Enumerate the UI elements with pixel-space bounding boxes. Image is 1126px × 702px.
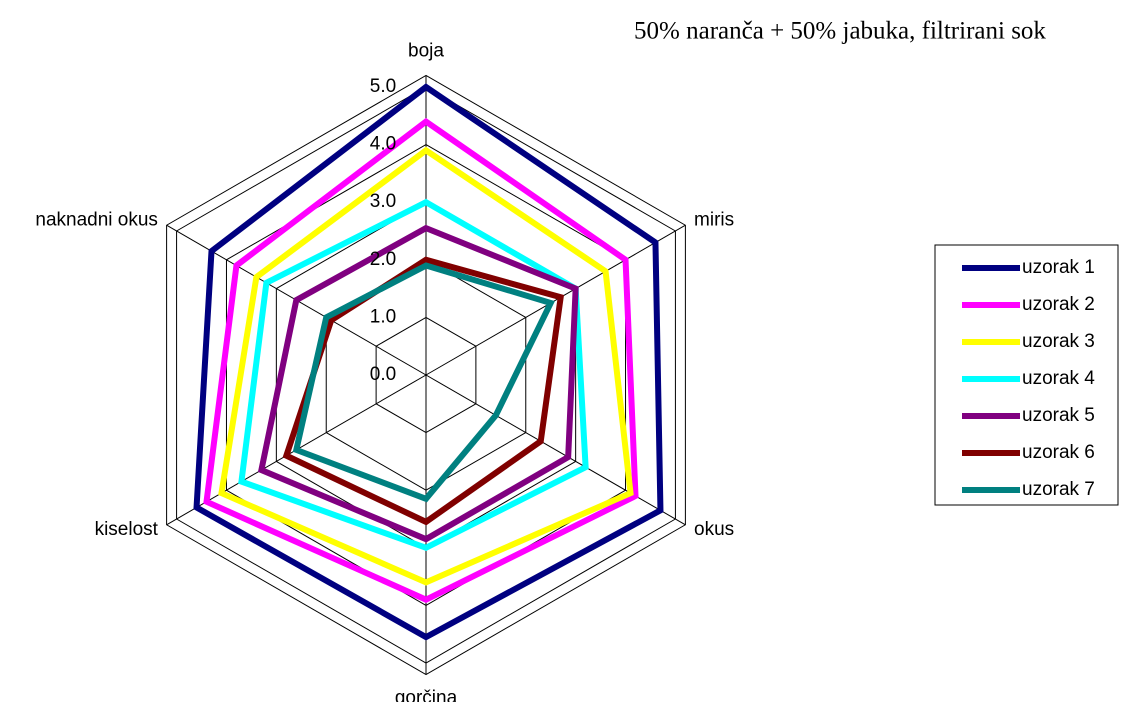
- legend-label: uzorak 6: [1022, 442, 1095, 463]
- series-line: [282, 256, 565, 526]
- axis-spoke: [425, 374, 686, 526]
- series-line: [193, 83, 664, 641]
- category-label: gorčina: [395, 688, 458, 702]
- series-line: [257, 224, 579, 543]
- legend-label: uzorak 4: [1022, 368, 1095, 389]
- category-label: okus: [694, 519, 734, 540]
- category-label: miris: [694, 209, 734, 230]
- legend-label: uzorak 5: [1022, 405, 1095, 426]
- series-line: [203, 117, 639, 603]
- legend-box: [934, 244, 1119, 506]
- legend-label: uzorak 7: [1022, 479, 1095, 500]
- r-tick-label: 1.0: [370, 306, 396, 327]
- series-line: [218, 146, 634, 586]
- category-label: boja: [408, 40, 444, 61]
- axis-spoke: [425, 224, 686, 376]
- r-tick-label: 2.0: [370, 249, 396, 270]
- legend-label: uzorak 3: [1022, 331, 1095, 352]
- r-tick-label: 0.0: [370, 364, 396, 385]
- r-tick-label: 5.0: [370, 76, 396, 97]
- legend-label: uzorak 1: [1022, 257, 1095, 278]
- r-tick-label: 4.0: [370, 134, 396, 155]
- category-label: kiselost: [95, 519, 159, 540]
- chart-title: 50% naranča + 50% jabuka, filtrirani sok: [634, 18, 1046, 45]
- legend-label: uzorak 2: [1022, 294, 1095, 315]
- category-label: naknadni okus: [35, 209, 158, 230]
- r-tick-label: 3.0: [370, 191, 396, 212]
- series-line: [292, 262, 555, 503]
